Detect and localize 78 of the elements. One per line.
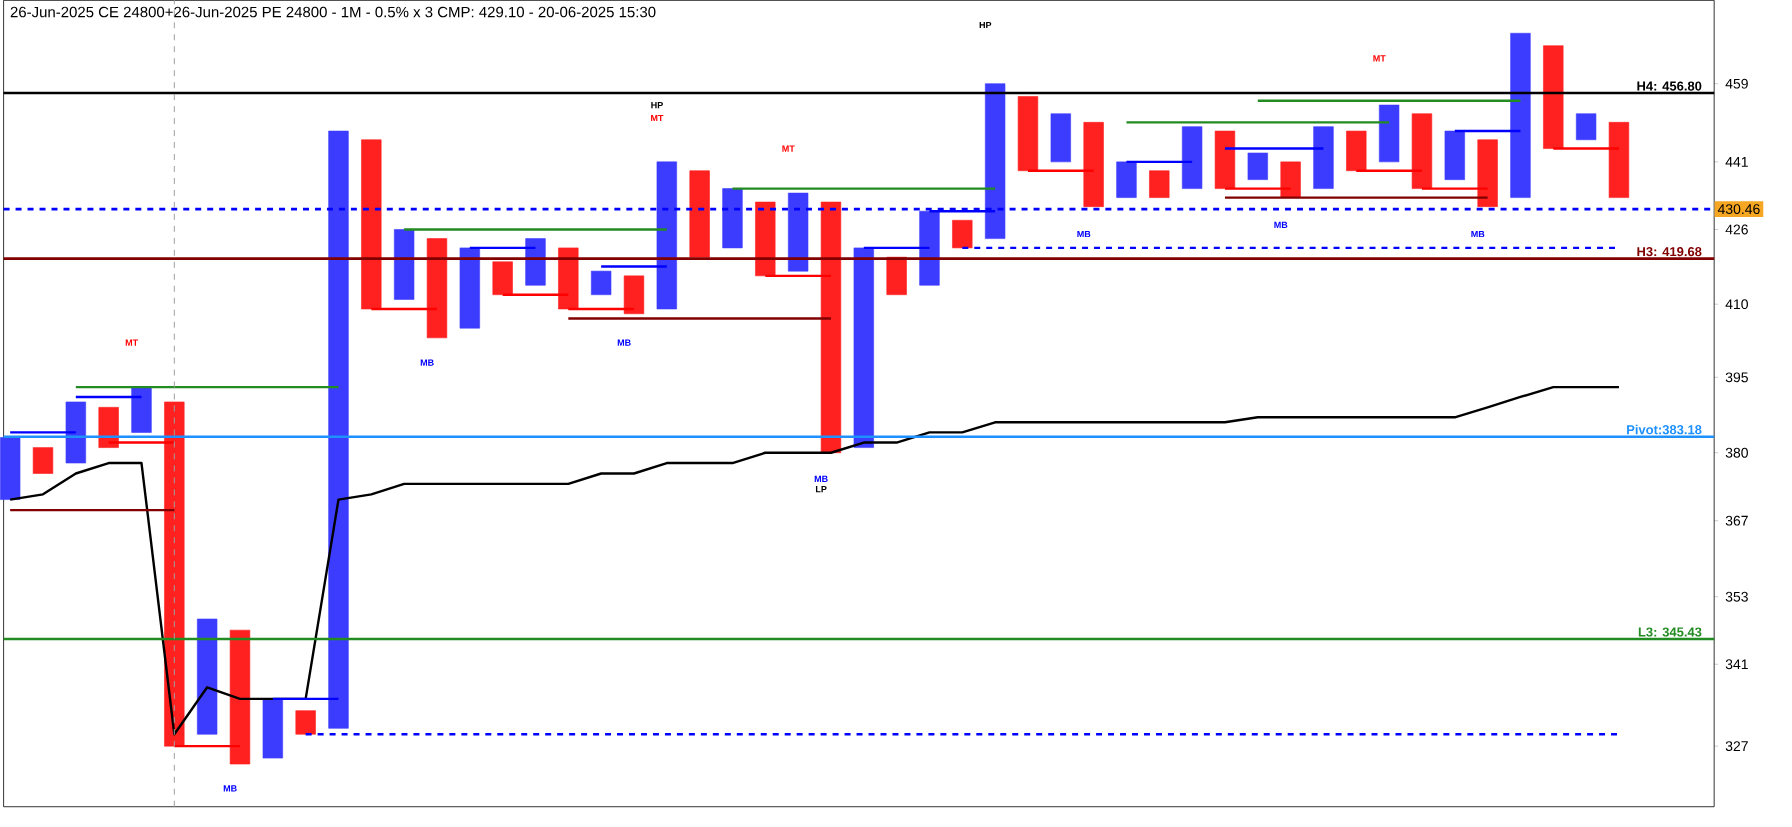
bar <box>32 447 54 474</box>
bar <box>1214 130 1236 189</box>
annotation: MB <box>617 339 631 346</box>
ref-line-label: H3: 419.68 <box>1637 247 1702 257</box>
bar <box>1543 45 1564 149</box>
annotation: MB <box>223 785 237 792</box>
bar <box>1017 96 1039 172</box>
bar <box>197 618 218 735</box>
annotation: HP <box>651 102 663 109</box>
chart-title: 26-Jun-2025 CE 24800+26-Jun-2025 PE 24800 - 1M - 0.5% x 3 CMP: 429.10 - 20-06-2025 15:30 <box>10 6 656 18</box>
annotation: HP <box>979 21 992 29</box>
bar <box>1608 122 1630 198</box>
annotation: MB <box>420 359 434 366</box>
y-tick-label: 395 <box>1725 372 1748 383</box>
y-tick-label: 459 <box>1725 78 1748 89</box>
bar <box>1411 113 1433 189</box>
bar <box>1477 139 1498 208</box>
bar <box>1575 113 1597 141</box>
bar <box>1280 161 1301 198</box>
bar <box>656 161 677 310</box>
ref-line-label: Pivot:383.18 <box>1627 424 1702 435</box>
bar <box>1510 33 1531 198</box>
y-tick-label: 353 <box>1725 591 1748 602</box>
bar <box>623 275 645 315</box>
bar <box>755 201 776 277</box>
ref-line-label: 430.46 <box>1717 204 1760 215</box>
bar <box>1247 152 1268 181</box>
annotation: MB <box>1471 231 1485 238</box>
y-tick-label: 410 <box>1725 299 1748 310</box>
bar <box>1083 122 1104 208</box>
bar <box>1378 104 1400 163</box>
bar <box>262 698 283 759</box>
bar <box>295 710 316 735</box>
bar <box>722 188 743 249</box>
bar <box>591 270 612 296</box>
bar <box>820 201 842 454</box>
bar <box>525 238 546 286</box>
bar <box>984 83 1006 239</box>
bar <box>164 401 185 747</box>
bar <box>229 629 251 765</box>
bar <box>853 247 874 448</box>
bar <box>1313 126 1334 189</box>
bar <box>426 238 448 339</box>
annotation: MB <box>814 475 828 482</box>
y-tick-label: 367 <box>1725 515 1748 526</box>
bar <box>361 139 382 310</box>
bar <box>1444 130 1465 181</box>
bar <box>1181 126 1203 189</box>
annotation: MT <box>1373 55 1386 62</box>
bar <box>459 247 480 329</box>
ref-line-label: H4: 456.80 <box>1637 81 1702 91</box>
annotation: MT <box>651 114 664 122</box>
bar <box>65 401 86 464</box>
ref-line-label: L3: 345.43 <box>1638 627 1702 637</box>
y-tick-label: 341 <box>1725 659 1748 670</box>
y-tick-label: 426 <box>1725 224 1748 235</box>
bar <box>1346 130 1367 172</box>
y-tick-label: 327 <box>1725 741 1748 752</box>
bar <box>492 261 513 296</box>
bar <box>788 192 809 272</box>
y-tick-label: 380 <box>1725 447 1748 458</box>
annotation: MB <box>1274 221 1288 229</box>
bar <box>394 229 415 300</box>
bar <box>1149 170 1170 198</box>
annotation: MT <box>125 339 139 346</box>
bar <box>919 210 940 286</box>
bar <box>131 386 152 433</box>
bar <box>689 170 710 258</box>
annotation: MB <box>1077 231 1091 238</box>
bar <box>328 130 349 729</box>
bar <box>1116 161 1137 198</box>
bar <box>558 247 579 310</box>
annotation: MT <box>782 145 795 152</box>
annotation: LP <box>815 486 827 493</box>
bar <box>952 220 973 249</box>
y-tick-label: 441 <box>1725 157 1748 167</box>
bar <box>0 437 21 500</box>
bar <box>1050 113 1071 163</box>
